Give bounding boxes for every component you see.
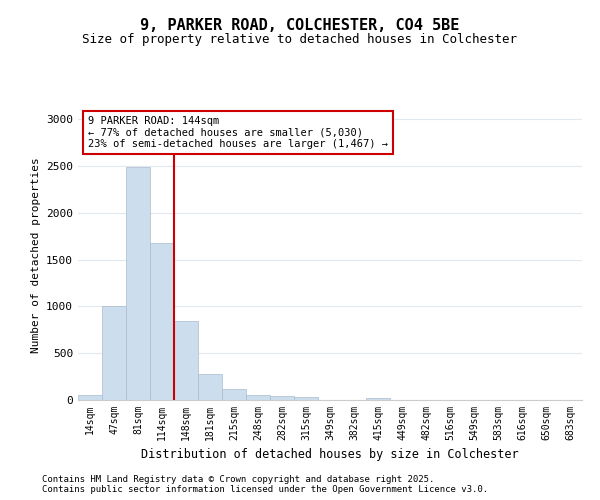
X-axis label: Distribution of detached houses by size in Colchester: Distribution of detached houses by size … [141, 448, 519, 462]
Text: 9, PARKER ROAD, COLCHESTER, CO4 5BE: 9, PARKER ROAD, COLCHESTER, CO4 5BE [140, 18, 460, 32]
Bar [102, 306, 126, 400]
Bar [366, 398, 390, 400]
Bar [174, 322, 198, 400]
Bar [150, 243, 174, 400]
Bar [222, 389, 246, 400]
Bar [198, 374, 222, 400]
Y-axis label: Number of detached properties: Number of detached properties [31, 157, 41, 353]
Bar [126, 167, 150, 400]
Text: Contains HM Land Registry data © Crown copyright and database right 2025.: Contains HM Land Registry data © Crown c… [42, 476, 434, 484]
Bar [270, 396, 294, 400]
Text: Size of property relative to detached houses in Colchester: Size of property relative to detached ho… [83, 32, 517, 46]
Bar [246, 395, 270, 400]
Bar [294, 397, 318, 400]
Bar [78, 396, 102, 400]
Text: Contains public sector information licensed under the Open Government Licence v3: Contains public sector information licen… [42, 486, 488, 494]
Text: 9 PARKER ROAD: 144sqm
← 77% of detached houses are smaller (5,030)
23% of semi-d: 9 PARKER ROAD: 144sqm ← 77% of detached … [88, 116, 388, 149]
